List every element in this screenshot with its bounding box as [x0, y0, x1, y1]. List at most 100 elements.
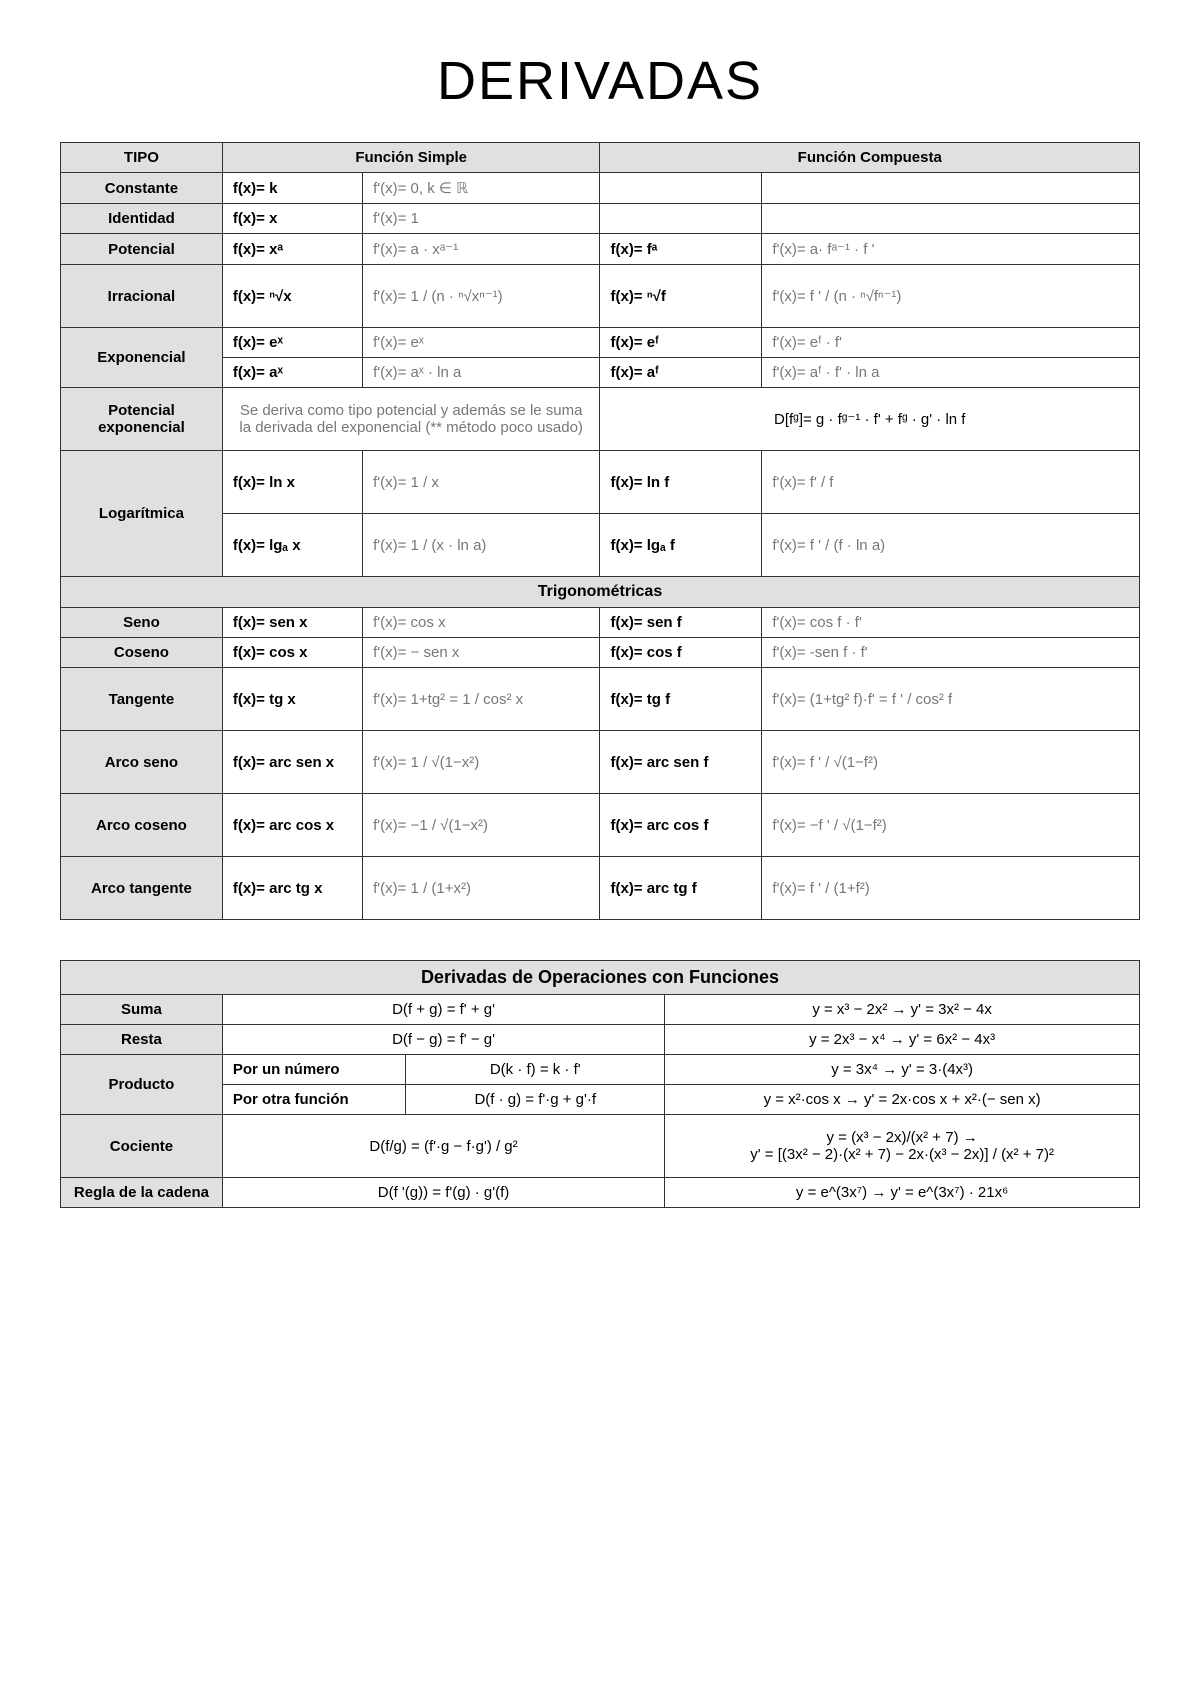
cell: f'(x)= cos x	[363, 608, 600, 638]
cell: f'(x)= aᶠ · f' · ln a	[762, 358, 1140, 388]
sublabel-funcion: Por otra función	[222, 1085, 405, 1115]
cell: f(x)= eᶠ	[600, 328, 762, 358]
rule-cociente: D(f/g) = (f'·g − f·g') / g²	[222, 1115, 664, 1178]
row-exp1: Exponencial f(x)= eˣ f'(x)= eˣ f(x)= eᶠ …	[61, 328, 1140, 358]
cell: f(x)= cos f	[600, 638, 762, 668]
cell: f(x)= sen f	[600, 608, 762, 638]
row-potexp: Potencial exponencial Se deriva como tip…	[61, 388, 1140, 451]
ex-resta: y = 2x³ − x⁴ → y' = 6x² − 4x³	[665, 1025, 1140, 1055]
row-resta: Resta D(f − g) = f' − g' y = 2x³ − x⁴ → …	[61, 1025, 1140, 1055]
label-arctangente: Arco tangente	[61, 857, 223, 920]
trig-section-header: Trigonométricas	[61, 577, 1140, 608]
label-irracional: Irracional	[61, 265, 223, 328]
ex-prod-fn: y = x²·cos x → y' = 2x·cos x + x²·(− sen…	[665, 1085, 1140, 1115]
row-arccoseno: Arco coseno f(x)= arc cos x f'(x)= −1 / …	[61, 794, 1140, 857]
label-arccoseno: Arco coseno	[61, 794, 223, 857]
row-coseno: Coseno f(x)= cos x f'(x)= − sen x f(x)= …	[61, 638, 1140, 668]
label-producto: Producto	[61, 1055, 223, 1115]
cell: f'(x)= 1+tg² = 1 / cos² x	[363, 668, 600, 731]
hdr-tipo: TIPO	[61, 143, 223, 173]
ex-suma: y = x³ − 2x² → y' = 3x² − 4x	[665, 995, 1140, 1025]
cell: f'(x)= eᶠ · f'	[762, 328, 1140, 358]
cell	[762, 204, 1140, 234]
row-cadena: Regla de la cadena D(f '(g)) = f'(g) · g…	[61, 1178, 1140, 1208]
ops-title-row: Derivadas de Operaciones con Funciones	[61, 961, 1140, 995]
row-identidad: Identidad f(x)= x f'(x)= 1	[61, 204, 1140, 234]
cell: f(x)= lgₐ f	[600, 514, 762, 577]
row-arcseno: Arco seno f(x)= arc sen x f'(x)= 1 / √(1…	[61, 731, 1140, 794]
label-cadena: Regla de la cadena	[61, 1178, 223, 1208]
row-constante: Constante f(x)= k f'(x)= 0, k ∈ ℝ	[61, 173, 1140, 204]
cell: f'(x)= f ' / (f · ln a)	[762, 514, 1140, 577]
label-cociente: Cociente	[61, 1115, 223, 1178]
derivatives-table: TIPO Función Simple Función Compuesta Co…	[60, 142, 1140, 920]
label-resta: Resta	[61, 1025, 223, 1055]
cell: f(x)= arc tg f	[600, 857, 762, 920]
row-potencial: Potencial f(x)= xᵃ f'(x)= a · xᵃ⁻¹ f(x)=…	[61, 234, 1140, 265]
ex-cadena: y = e^(3x⁷) → y' = e^(3x⁷) · 21x⁶	[665, 1178, 1140, 1208]
potexp-note: Se deriva como tipo potencial y además s…	[222, 388, 600, 451]
cell: f(x)= eˣ	[222, 328, 362, 358]
cell: f'(x)= 1 / √(1−x²)	[363, 731, 600, 794]
row-log1: Logarítmica f(x)= ln x f'(x)= 1 / x f(x)…	[61, 451, 1140, 514]
label-exponencial: Exponencial	[61, 328, 223, 388]
label-potexp: Potencial exponencial	[61, 388, 223, 451]
cell: f(x)= arc tg x	[222, 857, 362, 920]
row-cociente: Cociente D(f/g) = (f'·g − f·g') / g² y =…	[61, 1115, 1140, 1178]
cell: f'(x)= 1 / (x · ln a)	[363, 514, 600, 577]
cell: f'(x)= f ' / (1+f²)	[762, 857, 1140, 920]
rule-resta: D(f − g) = f' − g'	[222, 1025, 664, 1055]
label-potencial: Potencial	[61, 234, 223, 265]
cell: f(x)= k	[222, 173, 362, 204]
cell: f(x)= lgₐ x	[222, 514, 362, 577]
row-producto1: Producto Por un número D(k · f) = k · f'…	[61, 1055, 1140, 1085]
ops-title: Derivadas de Operaciones con Funciones	[61, 961, 1140, 995]
cell: f(x)= ⁿ√f	[600, 265, 762, 328]
cell: f'(x)= f' / f	[762, 451, 1140, 514]
label-arcseno: Arco seno	[61, 731, 223, 794]
cell: f'(x)= 1 / x	[363, 451, 600, 514]
cell: f'(x)= 1 / (n · ⁿ√xⁿ⁻¹)	[363, 265, 600, 328]
cell: f'(x)= 1	[363, 204, 600, 234]
row-producto2: Por otra función D(f · g) = f'·g + g'·f …	[61, 1085, 1140, 1115]
cell: f(x)= sen x	[222, 608, 362, 638]
row-trig-header: Trigonométricas	[61, 577, 1140, 608]
cell: f'(x)= cos f · f'	[762, 608, 1140, 638]
row-log2: f(x)= lgₐ x f'(x)= 1 / (x · ln a) f(x)= …	[61, 514, 1140, 577]
cell: f'(x)= aˣ · ln a	[363, 358, 600, 388]
cell: f(x)= tg f	[600, 668, 762, 731]
table-header-row: TIPO Función Simple Función Compuesta	[61, 143, 1140, 173]
cell: f'(x)= f ' / √(1−f²)	[762, 731, 1140, 794]
cell: f(x)= x	[222, 204, 362, 234]
cell: f(x)= aˣ	[222, 358, 362, 388]
label-identidad: Identidad	[61, 204, 223, 234]
cell: f'(x)= a · xᵃ⁻¹	[363, 234, 600, 265]
cell: f'(x)= −f ' / √(1−f²)	[762, 794, 1140, 857]
cell: f(x)= arc cos x	[222, 794, 362, 857]
cell: f(x)= cos x	[222, 638, 362, 668]
cell: f(x)= fᵃ	[600, 234, 762, 265]
row-seno: Seno f(x)= sen x f'(x)= cos x f(x)= sen …	[61, 608, 1140, 638]
row-exp2: f(x)= aˣ f'(x)= aˣ · ln a f(x)= aᶠ f'(x)…	[61, 358, 1140, 388]
cell: f(x)= ln f	[600, 451, 762, 514]
rule-prod-fn: D(f · g) = f'·g + g'·f	[406, 1085, 665, 1115]
cell: f'(x)= −1 / √(1−x²)	[363, 794, 600, 857]
label-coseno: Coseno	[61, 638, 223, 668]
cell: f(x)= ⁿ√x	[222, 265, 362, 328]
row-suma: Suma D(f + g) = f' + g' y = x³ − 2x² → y…	[61, 995, 1140, 1025]
rule-cadena: D(f '(g)) = f'(g) · g'(f)	[222, 1178, 664, 1208]
label-seno: Seno	[61, 608, 223, 638]
cell: f'(x)= 1 / (1+x²)	[363, 857, 600, 920]
cell	[600, 173, 762, 204]
cell: f(x)= ln x	[222, 451, 362, 514]
potexp-formula: D[fᵍ]= g · fᵍ⁻¹ · f' + fᵍ · g' · ln f	[600, 388, 1140, 451]
cell	[762, 173, 1140, 204]
cell: f(x)= arc sen f	[600, 731, 762, 794]
row-arctangente: Arco tangente f(x)= arc tg x f'(x)= 1 / …	[61, 857, 1140, 920]
cell: f'(x)= f ' / (n · ⁿ√fⁿ⁻¹)	[762, 265, 1140, 328]
cell: f(x)= aᶠ	[600, 358, 762, 388]
cell: f'(x)= a· fᵃ⁻¹ · f '	[762, 234, 1140, 265]
row-irracional: Irracional f(x)= ⁿ√x f'(x)= 1 / (n · ⁿ√x…	[61, 265, 1140, 328]
cell: f'(x)= 0, k ∈ ℝ	[363, 173, 600, 204]
label-constante: Constante	[61, 173, 223, 204]
